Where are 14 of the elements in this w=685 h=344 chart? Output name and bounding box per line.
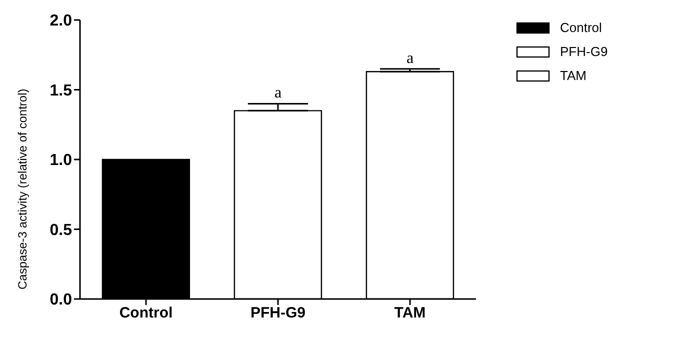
y-axis-title: Caspase-3 activity (relative of control) [15,88,30,290]
y-tick-label: 0.5 [50,222,72,239]
y-tick-label: 1.0 [50,152,72,170]
x-tick-label: Control [119,304,173,322]
legend-label: PFH-G9 [560,44,608,59]
annotation: a [406,50,414,67]
legend-label: TAM [560,68,586,83]
legend-label: Control [560,20,602,35]
x-tick-label: PFH-G9 [250,304,306,322]
y-tick-label: 2.0 [50,12,72,30]
annotation: a [274,84,282,102]
y-tick-label: 0.0 [50,292,72,309]
x-tick-label: TAM [394,304,426,322]
y-tick-label: 1.5 [50,82,72,100]
